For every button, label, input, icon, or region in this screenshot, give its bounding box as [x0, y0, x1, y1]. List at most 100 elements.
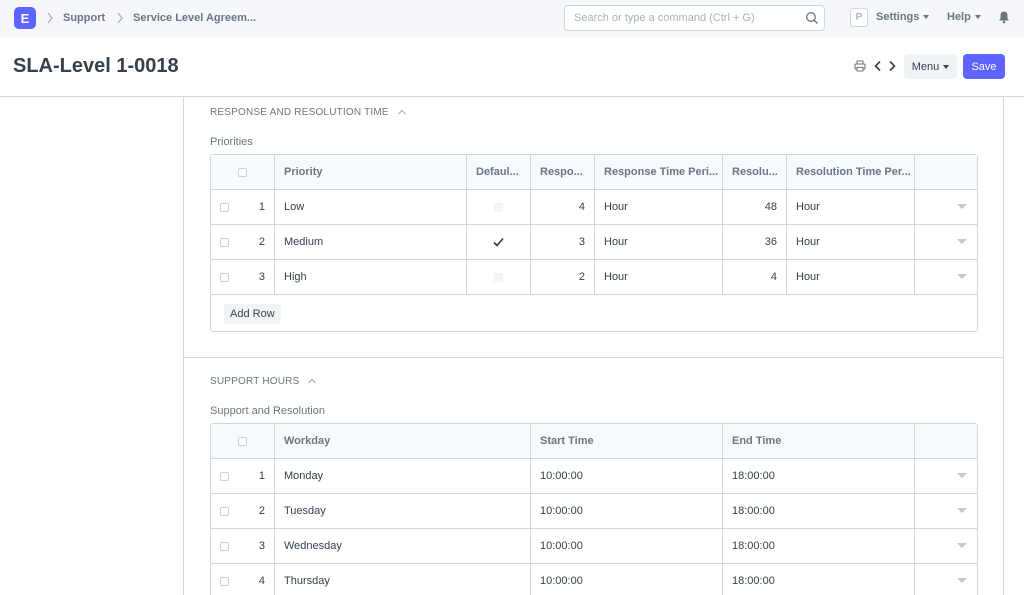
- row-select-cell[interactable]: 3: [211, 260, 275, 294]
- caret-down-icon: [974, 15, 981, 20]
- cell-start-time[interactable]: 10:00:00: [531, 494, 723, 528]
- cell-default[interactable]: [467, 260, 531, 294]
- chevron-left-icon[interactable]: [872, 60, 884, 72]
- row-menu-cell[interactable]: [915, 190, 977, 224]
- row-select-cell[interactable]: 4: [211, 564, 275, 595]
- row-menu-cell[interactable]: [915, 529, 977, 563]
- row-checkbox[interactable]: [220, 576, 229, 586]
- row-menu-cell[interactable]: [915, 494, 977, 528]
- app-logo[interactable]: E: [14, 7, 36, 29]
- table-row[interactable]: 1 Monday 10:00:00 18:00:00: [211, 459, 977, 494]
- cell-response-period[interactable]: Hour: [595, 225, 723, 259]
- cell-start-time[interactable]: 10:00:00: [531, 459, 723, 493]
- section-heading: RESPONSE AND RESOLUTION TIME: [210, 107, 389, 118]
- add-row-button[interactable]: Add Row: [224, 304, 281, 324]
- table-row[interactable]: 2 Tuesday 10:00:00 18:00:00: [211, 494, 977, 529]
- row-checkbox[interactable]: [220, 471, 229, 481]
- save-button[interactable]: Save: [963, 54, 1005, 79]
- table-row[interactable]: 2 Medium 3 Hour 36 Hour: [211, 225, 977, 260]
- cell-priority[interactable]: Low: [275, 190, 467, 224]
- menu-button[interactable]: Menu: [904, 54, 957, 79]
- row-checkbox[interactable]: [220, 541, 229, 551]
- select-all-cell[interactable]: [211, 424, 275, 458]
- row-select-cell[interactable]: 3: [211, 529, 275, 563]
- section-head-response-resolution[interactable]: RESPONSE AND RESOLUTION TIME: [210, 107, 407, 118]
- cell-resolution-period[interactable]: Hour: [787, 260, 915, 294]
- cell-response[interactable]: 2: [531, 260, 595, 294]
- row-checkbox[interactable]: [220, 202, 229, 212]
- caret-down-icon[interactable]: [957, 239, 967, 245]
- cell-end-time[interactable]: 18:00:00: [723, 529, 915, 563]
- select-all-checkbox[interactable]: [238, 436, 247, 446]
- table-row[interactable]: 1 Low 4 Hour 48 Hour: [211, 190, 977, 225]
- default-checkbox[interactable]: [494, 202, 503, 212]
- cell-resolution[interactable]: 36: [723, 225, 787, 259]
- caret-down-icon[interactable]: [957, 274, 967, 280]
- select-all-cell[interactable]: [211, 155, 275, 189]
- caret-down-icon[interactable]: [957, 543, 967, 549]
- row-index: 4: [258, 575, 265, 587]
- row-checkbox[interactable]: [220, 506, 229, 516]
- cell-resolution[interactable]: 48: [723, 190, 787, 224]
- cell-end-time[interactable]: 18:00:00: [723, 459, 915, 493]
- row-select-cell[interactable]: 2: [211, 494, 275, 528]
- priorities-grid: Priority Defaul... Respo... Response Tim…: [210, 154, 978, 332]
- search-box[interactable]: [564, 5, 825, 31]
- settings-dropdown[interactable]: Settings: [876, 11, 930, 23]
- chevron-up-icon[interactable]: [397, 108, 407, 116]
- menu-button-label: Menu: [911, 60, 940, 73]
- search-icon[interactable]: [805, 11, 819, 25]
- row-menu-cell[interactable]: [915, 260, 977, 294]
- cell-workday[interactable]: Monday: [275, 459, 531, 493]
- row-select-cell[interactable]: 2: [211, 225, 275, 259]
- select-all-checkbox[interactable]: [238, 167, 247, 177]
- checkmark-icon[interactable]: [493, 237, 504, 247]
- caret-down-icon[interactable]: [957, 578, 967, 584]
- cell-end-time[interactable]: 18:00:00: [723, 494, 915, 528]
- cell-start-time[interactable]: 10:00:00: [531, 529, 723, 563]
- row-menu-cell[interactable]: [915, 564, 977, 595]
- cell-resolution[interactable]: 4: [723, 260, 787, 294]
- cell-response[interactable]: 4: [531, 190, 595, 224]
- breadcrumb-service-level-agreement[interactable]: Service Level Agreem...: [133, 12, 257, 24]
- chevron-right-icon[interactable]: [886, 60, 898, 72]
- caret-down-icon[interactable]: [957, 204, 967, 210]
- row-select-cell[interactable]: 1: [211, 459, 275, 493]
- cell-resolution-period[interactable]: Hour: [787, 225, 915, 259]
- cell-resolution-period[interactable]: Hour: [787, 190, 915, 224]
- cell-default[interactable]: [467, 190, 531, 224]
- cell-default[interactable]: [467, 225, 531, 259]
- bell-icon[interactable]: [997, 10, 1011, 24]
- cell-start-time[interactable]: 10:00:00: [531, 564, 723, 595]
- cell-response-period[interactable]: Hour: [595, 190, 723, 224]
- cell-workday[interactable]: Thursday: [275, 564, 531, 595]
- field-label-support-and-resolution: Support and Resolution: [210, 405, 325, 417]
- form-layout: RESPONSE AND RESOLUTION TIME Priorities …: [183, 96, 1004, 595]
- table-row[interactable]: 4 Thursday 10:00:00 18:00:00: [211, 564, 977, 595]
- table-row[interactable]: 3 High 2 Hour 4 Hour: [211, 260, 977, 295]
- row-menu-cell[interactable]: [915, 459, 977, 493]
- section-head-support-hours[interactable]: SUPPORT HOURS: [210, 376, 317, 387]
- breadcrumb-support[interactable]: Support: [63, 12, 106, 24]
- chevron-up-icon[interactable]: [307, 377, 317, 385]
- default-checkbox[interactable]: [494, 272, 503, 282]
- print-icon[interactable]: [854, 60, 866, 72]
- row-menu-cell[interactable]: [915, 225, 977, 259]
- search-input[interactable]: [565, 6, 790, 30]
- cell-end-time[interactable]: 18:00:00: [723, 564, 915, 595]
- cell-priority[interactable]: High: [275, 260, 467, 294]
- table-row[interactable]: 3 Wednesday 10:00:00 18:00:00: [211, 529, 977, 564]
- caret-down-icon[interactable]: [957, 508, 967, 514]
- avatar[interactable]: P: [850, 8, 868, 27]
- caret-down-icon[interactable]: [957, 473, 967, 479]
- cell-response-period[interactable]: Hour: [595, 260, 723, 294]
- column-header-start-time: Start Time: [531, 424, 723, 458]
- cell-priority[interactable]: Medium: [275, 225, 467, 259]
- cell-workday[interactable]: Tuesday: [275, 494, 531, 528]
- help-dropdown[interactable]: Help: [947, 11, 981, 23]
- cell-workday[interactable]: Wednesday: [275, 529, 531, 563]
- row-select-cell[interactable]: 1: [211, 190, 275, 224]
- row-checkbox[interactable]: [220, 237, 229, 247]
- row-checkbox[interactable]: [220, 272, 229, 282]
- cell-response[interactable]: 3: [531, 225, 595, 259]
